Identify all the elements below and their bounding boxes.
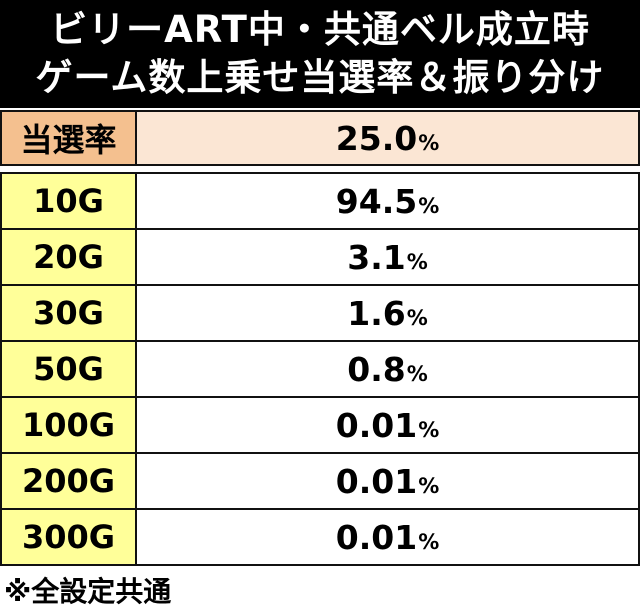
ratio-unit: % — [406, 249, 428, 274]
ratio-cell: 0.01% — [135, 396, 640, 454]
games-label: 200G — [0, 452, 137, 510]
ratio-value: 3.1 — [347, 237, 406, 277]
win-rate-row: 当選率 25.0% — [0, 110, 640, 166]
win-rate-label: 当選率 — [0, 110, 137, 166]
win-rate-table: 当選率 25.0% — [0, 110, 640, 166]
ratio-unit: % — [406, 305, 428, 330]
title-banner: ビリーART中・共通ベル成立時 ゲーム数上乗せ当選率＆振り分け — [0, 0, 640, 108]
games-label: 10G — [0, 172, 137, 230]
distribution-table: 10G 94.5% 20G 3.1% 30G 1.6% 50G 0.8% 100… — [0, 172, 640, 566]
ratio-value: 0.8 — [347, 349, 406, 389]
ratio-cell: 0.8% — [135, 340, 640, 398]
table-row: 10G 94.5% — [0, 172, 640, 230]
ratio-value: 1.6 — [347, 293, 406, 333]
games-label: 30G — [0, 284, 137, 342]
footnote: ※全設定共通 — [4, 575, 172, 608]
win-rate-value: 25.0 — [335, 118, 418, 158]
ratio-unit: % — [418, 193, 440, 218]
ratio-unit: % — [406, 361, 428, 386]
ratio-unit: % — [418, 473, 440, 498]
table-row: 20G 3.1% — [0, 228, 640, 286]
ratio-cell: 3.1% — [135, 228, 640, 286]
win-rate-cell: 25.0% — [135, 110, 640, 166]
ratio-cell: 0.01% — [135, 452, 640, 510]
ratio-value: 0.01 — [335, 461, 418, 501]
games-label: 50G — [0, 340, 137, 398]
games-label: 300G — [0, 508, 137, 566]
games-label: 20G — [0, 228, 137, 286]
games-label: 100G — [0, 396, 137, 454]
table-row: 30G 1.6% — [0, 284, 640, 342]
table-row: 200G 0.01% — [0, 452, 640, 510]
ratio-cell: 94.5% — [135, 172, 640, 230]
ratio-unit: % — [418, 417, 440, 442]
title-line-1: ビリーART中・共通ベル成立時 — [50, 8, 590, 51]
ratio-cell: 0.01% — [135, 508, 640, 566]
ratio-value: 0.01 — [335, 517, 418, 557]
table-row: 50G 0.8% — [0, 340, 640, 398]
title-line-2: ゲーム数上乗せ当選率＆振り分け — [35, 56, 605, 99]
win-rate-unit: % — [418, 130, 440, 155]
table-row: 300G 0.01% — [0, 508, 640, 566]
ratio-value: 0.01 — [335, 405, 418, 445]
table-row: 100G 0.01% — [0, 396, 640, 454]
ratio-unit: % — [418, 529, 440, 554]
ratio-cell: 1.6% — [135, 284, 640, 342]
ratio-value: 94.5 — [335, 181, 418, 221]
